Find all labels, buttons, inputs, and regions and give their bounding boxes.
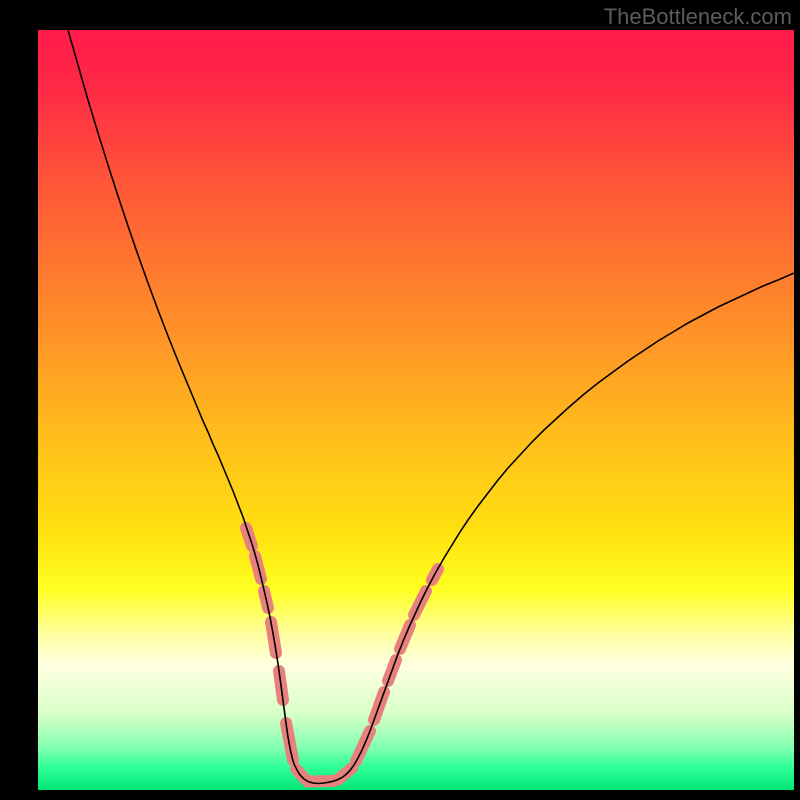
curve-markers [246,528,438,782]
watermark-text: TheBottleneck.com [604,4,792,30]
bottleneck-curve [38,30,794,790]
plot-area [38,30,794,790]
curve-line [68,30,794,784]
